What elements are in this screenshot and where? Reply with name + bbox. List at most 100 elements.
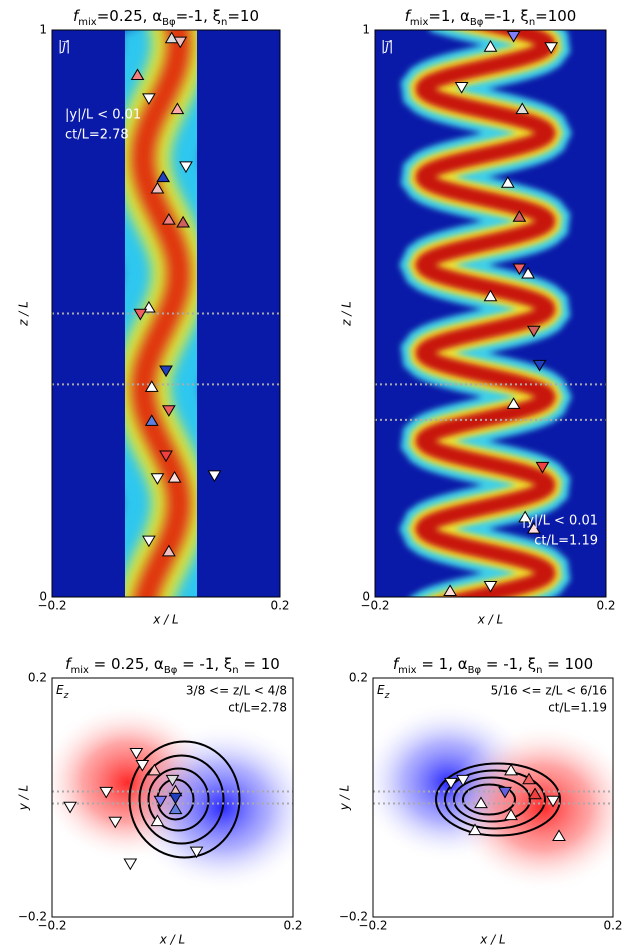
particle-marker [528,787,542,800]
particle-marker [161,212,176,225]
title-subscript: n [232,665,238,676]
title-text: = 0.25, α [89,655,164,673]
x-tick-label: 0.2 [603,919,622,933]
particle-marker [522,772,536,785]
y-tick-label: 0.2 [349,671,368,685]
particle-marker [456,774,470,787]
particle-marker [189,846,204,859]
particle-marker [483,580,498,593]
y-tick-label: −0.2 [339,910,368,924]
particle-marker [168,792,183,805]
particle-marker [179,161,193,174]
title-text: =10 [227,7,259,25]
particle-marker [506,397,521,409]
particle-marker [468,823,482,836]
title-subscript: mix [78,17,97,28]
contour [435,762,561,837]
negative-lobe [127,722,293,893]
particle-marker [142,93,156,106]
particle-marker [144,414,159,426]
particle-marker [532,359,547,372]
particle-marker [546,795,560,808]
title-subscript: mix [410,17,429,28]
particle-marker [159,450,173,463]
particle-marker [483,40,498,52]
field-label-text: |j⃗| [58,39,70,54]
particle-marker [150,473,165,485]
particle-marker [498,786,512,799]
particle-marker [133,308,148,321]
field-label-text: |j⃗| [381,39,393,54]
contour [444,769,546,830]
particle-marker [504,763,518,776]
y-axis-label: z / L [340,301,354,327]
annotation: |y|/L < 0.01 [65,108,141,123]
annotation: 5/16 <= z/L < 6/16 [491,684,607,698]
panel: fmix=0.25, αBφ=-1, ξn=10|j⃗||y|/L < 0.01… [17,7,290,627]
particle-marker [123,858,138,871]
particle-marker [135,759,150,772]
particle-marker [168,802,183,815]
title-text: =0.25, α [97,7,163,25]
title-text: f [65,655,73,673]
title-text: =1, α [428,7,470,25]
annotation: 3/8 <= z/L < 4/8 [186,684,287,698]
x-tick-label: 0.2 [270,599,289,613]
particle-marker [142,535,156,548]
y-tick-label: 1 [362,23,370,37]
annotation: ct/L=1.19 [534,534,598,549]
particle-marker [167,470,182,483]
title-text: =-1, ξ [483,7,528,25]
title-text: f [405,7,413,25]
field-label-subscript: z [63,691,69,701]
particle-marker [526,325,541,338]
particle-marker [173,36,188,49]
particle-marker [504,808,518,821]
particle-marker [515,102,530,115]
plot-area [52,678,293,917]
title-subscript: mix [70,665,89,676]
field-label-text: E [56,683,64,697]
y-axis-label: z / L [17,301,31,327]
particle-marker [521,266,535,279]
field-label: Ez [56,683,69,701]
contour [453,776,531,823]
panel: fmix=1, αBφ=-1, ξn=100 |j⃗| |y|/L < 0.01 ct… [340,7,616,627]
contour [147,767,210,832]
particle-marker [147,763,162,776]
particle-marker [512,210,527,222]
title-text: = 1, α [417,655,468,673]
particle-marker [454,82,469,94]
particle-marker [483,289,498,302]
x-axis-label: x / L [477,613,503,627]
panel-title: fmix = 1, αBφ = -1, ξn = 100 [393,655,593,676]
title-subscript: n [221,17,227,28]
contour [138,754,225,845]
particle-marker [506,30,521,43]
title-subscript: n [536,665,542,676]
particle-marker [63,801,77,814]
title-subscript: Bφ [468,665,482,676]
y-tick-label: −0.2 [18,910,47,924]
field-core [414,30,557,597]
title-text: = 100 [542,655,593,673]
particle-marker [207,470,222,483]
particle-marker [130,68,145,81]
plot-area [375,30,606,597]
panel-title: fmix=1, αBφ=-1, ξn=100 [405,7,577,28]
y-tick-label: 1 [39,23,47,37]
title-subscript: n [529,17,535,28]
particle-marker [161,544,176,557]
plot-area [52,30,280,597]
particle-marker [129,747,144,760]
plot-area [373,678,613,917]
particle-marker [170,102,185,115]
x-tick-label: −0.2 [358,919,387,933]
frame [372,677,614,918]
particle-marker [108,816,123,829]
field-label-text: E [377,683,385,697]
particle-marker [443,584,457,597]
title-text: = 10 [239,655,280,673]
